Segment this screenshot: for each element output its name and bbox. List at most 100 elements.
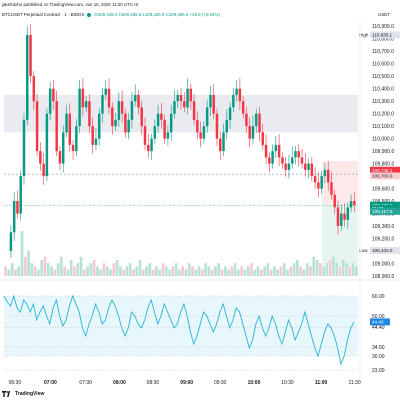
volume-bar	[299, 266, 302, 276]
volume-bar	[233, 263, 237, 276]
volume-bar	[135, 266, 139, 276]
candle-body	[97, 113, 101, 139]
volume-bar	[145, 266, 148, 276]
candle-body	[117, 101, 121, 120]
tradingview-footer[interactable]: TradingView	[2, 391, 44, 397]
volume-bar	[348, 266, 352, 276]
candle-body	[248, 126, 251, 139]
time-tick-label: 10:00	[248, 380, 261, 386]
tradingview-logo-icon	[2, 391, 12, 397]
volume-bar	[105, 266, 109, 276]
candle-body	[104, 88, 108, 95]
volume-bar	[305, 263, 309, 276]
volume-bar	[171, 266, 175, 276]
volume-bar	[69, 259, 73, 276]
volume-bar	[27, 250, 30, 276]
price-tick-label: 109,800.0	[372, 161, 394, 167]
volume-bar	[282, 263, 286, 276]
volume-bar	[30, 263, 34, 276]
candle-body	[268, 157, 271, 164]
candle-body	[228, 107, 232, 120]
price-tick-label: 108,900.0	[372, 274, 394, 280]
candle-body	[251, 126, 255, 139]
candle-body	[65, 113, 68, 133]
published-caption: jakehdoho published on TradingView.com, …	[2, 2, 138, 7]
price-tick-label: 110,200.0	[372, 111, 394, 117]
candle-body	[317, 182, 320, 189]
volume-bar	[227, 269, 230, 276]
candle-body	[26, 34, 29, 120]
volume-bar	[161, 263, 165, 276]
candle-body	[137, 94, 140, 108]
time-tick-label: 09:30	[214, 380, 227, 386]
candle-body	[12, 201, 16, 233]
candle-body	[326, 169, 330, 183]
volume-bar	[250, 263, 253, 276]
volume-bar	[266, 263, 270, 276]
price-tick-label: 110,400.0	[372, 86, 394, 92]
symbol-title[interactable]: BTCUSDT Perpetual Contract · 1 · BINGX	[2, 12, 85, 17]
candle-body	[245, 113, 248, 127]
candle-body	[353, 201, 356, 206]
candle-body	[48, 88, 52, 114]
volume-bar	[197, 266, 201, 276]
volume-bar	[341, 259, 345, 276]
candle-body	[91, 126, 94, 145]
volume-bar	[325, 263, 329, 276]
volume-bar	[102, 263, 106, 276]
volume-bar	[292, 263, 296, 276]
volume-bar	[312, 256, 316, 276]
candle-body	[261, 132, 265, 145]
candle-body	[39, 151, 42, 164]
rsi-current-box	[370, 318, 390, 326]
volume-bar	[191, 266, 194, 276]
price-tick-label: 110,800.0	[372, 37, 394, 43]
candle-body	[75, 126, 78, 152]
candle-body	[222, 132, 225, 152]
candle-body	[281, 157, 284, 164]
volume-bar	[60, 256, 63, 276]
price-tick-label: 110,100.0	[372, 124, 394, 130]
candle-body	[241, 101, 245, 114]
volume-bar	[79, 256, 83, 276]
ohlc-readout: O109,445.3 H109,466.5 L109,435.9 C109,46…	[94, 12, 220, 17]
candle-body	[29, 34, 32, 77]
volume-bar	[243, 269, 247, 276]
candle-body	[346, 207, 350, 220]
price-tick-label: 110,500.0	[372, 74, 394, 80]
candle-body	[32, 76, 36, 102]
candle-body	[84, 101, 88, 108]
volume-bar	[33, 266, 37, 276]
candle-body	[287, 163, 291, 170]
green-price-tag-2: 109,417.5	[372, 209, 393, 214]
candle-body	[323, 169, 327, 177]
candle-body	[209, 94, 212, 108]
volume-bar	[82, 269, 86, 276]
candle-body	[111, 107, 114, 127]
candle-body	[186, 88, 189, 108]
candle-body	[274, 144, 278, 152]
time-axis: 06:30 07:00 07:30 08:00 08:30 09:00 09:30 10:00…	[9, 20, 361, 386]
volume-bar	[223, 266, 227, 276]
candle-body	[307, 163, 310, 170]
volume-bar	[4, 266, 7, 276]
candle-body	[284, 163, 287, 170]
symbol-legend: BTCUSDT Perpetual Contract · 1 · BINGX O…	[2, 12, 220, 17]
volume-bar	[178, 269, 181, 276]
volume-bar	[296, 259, 299, 276]
candle-body	[68, 113, 72, 145]
volume-bar	[174, 263, 178, 276]
short-position-target-zone	[322, 203, 358, 267]
volume-bar	[269, 269, 273, 276]
volume-bar	[181, 266, 184, 276]
candle-body	[290, 157, 294, 164]
high-price-tag: 110,830.1	[372, 33, 393, 38]
volume-bar	[125, 266, 129, 276]
volume-bar	[89, 263, 93, 276]
currency-label[interactable]: USDT	[378, 12, 390, 17]
high-caption: High	[359, 33, 369, 38]
candle-body	[169, 113, 173, 133]
candle-body	[189, 88, 193, 102]
